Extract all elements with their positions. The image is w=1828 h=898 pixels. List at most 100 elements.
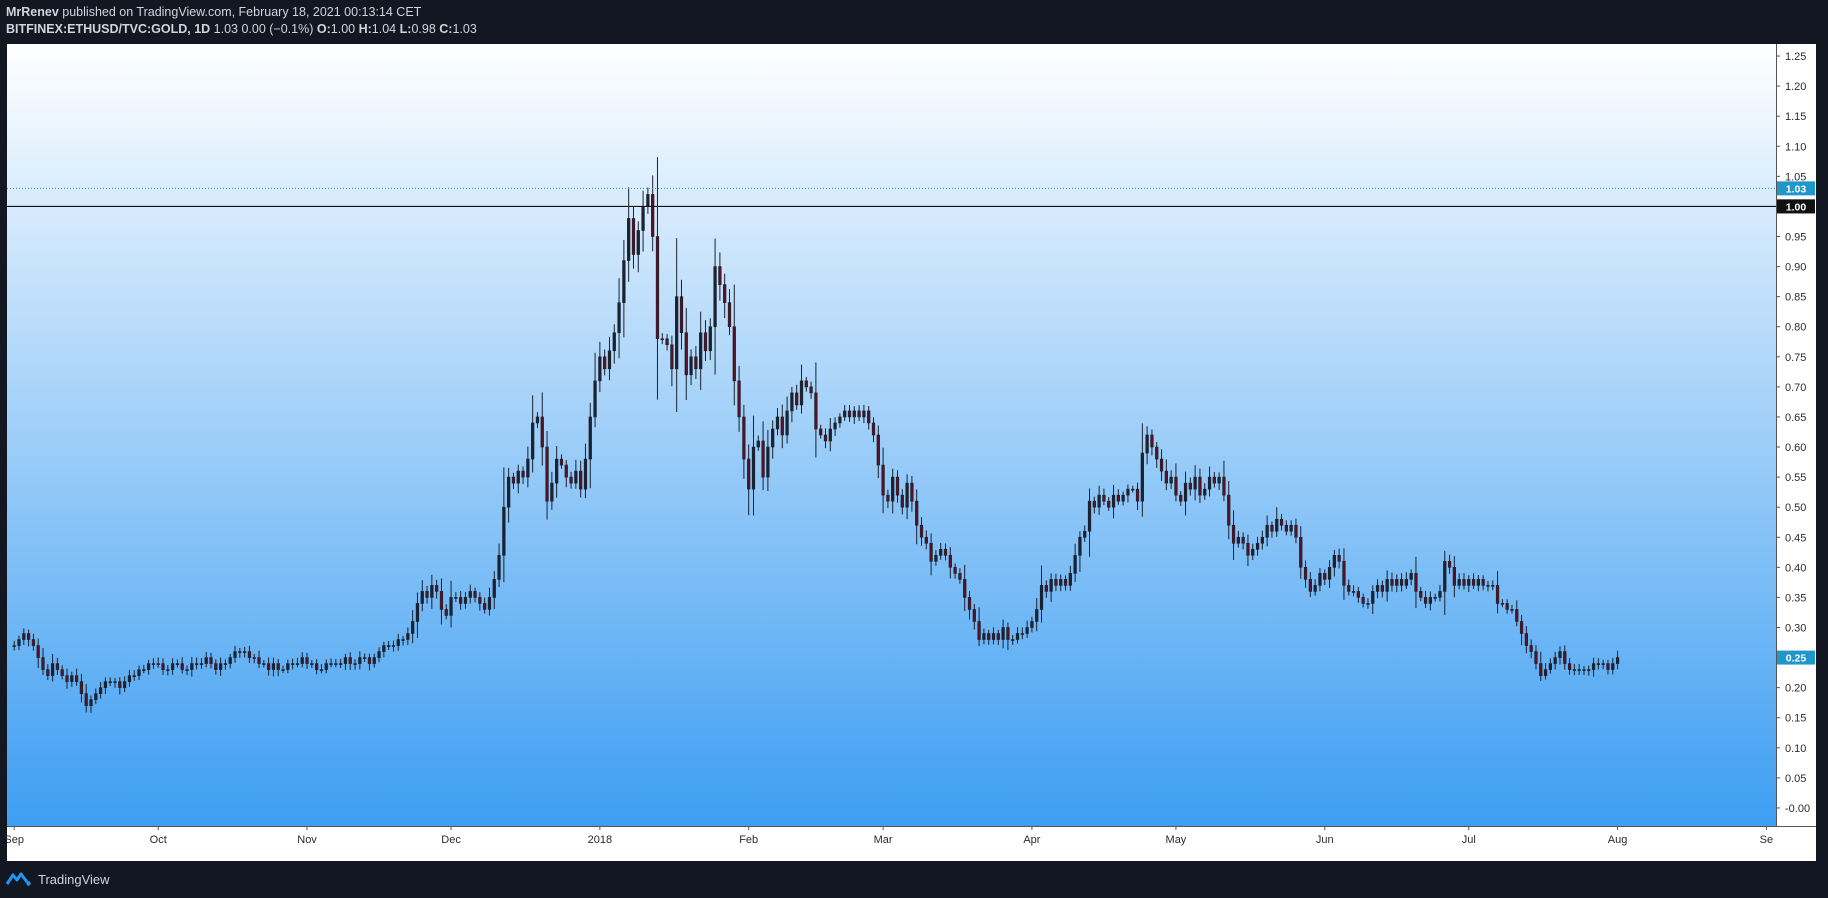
x-tick-label: Jun bbox=[1316, 834, 1334, 846]
time-axis[interactable]: Sep Oct Nov Dec 2018 Feb Mar Apr May Jun Jul Aug Se bbox=[7, 826, 1773, 846]
candle-body bbox=[382, 645, 386, 652]
candle-body bbox=[463, 597, 468, 604]
candle-body bbox=[703, 332, 708, 352]
candle bbox=[814, 362, 818, 458]
candle-body bbox=[142, 669, 146, 671]
candle-body bbox=[1217, 476, 1221, 484]
candle bbox=[1015, 627, 1020, 644]
candle-body bbox=[1203, 488, 1207, 496]
candle bbox=[507, 468, 511, 523]
candle bbox=[924, 530, 928, 550]
candle bbox=[727, 289, 732, 336]
candle-body bbox=[1284, 524, 1288, 532]
candle-body bbox=[1054, 579, 1058, 586]
candle-body bbox=[70, 675, 74, 682]
candle bbox=[775, 408, 780, 436]
candle-body bbox=[790, 392, 794, 412]
candle bbox=[132, 670, 136, 681]
candle bbox=[516, 464, 520, 494]
candle bbox=[243, 646, 247, 658]
candle-body bbox=[1476, 579, 1480, 586]
candle-body bbox=[353, 663, 357, 665]
candle-body bbox=[1116, 494, 1120, 502]
x-tick-label: Dec bbox=[441, 834, 461, 846]
candle-body bbox=[895, 476, 900, 496]
candle bbox=[689, 349, 693, 386]
author-name[interactable]: MrRenev bbox=[6, 5, 59, 19]
current-price-badge-bg bbox=[1777, 181, 1815, 196]
candle-body bbox=[1236, 536, 1240, 544]
candle-body bbox=[348, 657, 352, 664]
candle-body bbox=[1385, 579, 1389, 592]
chart-header: MrRenev published on TradingView.com, Fe… bbox=[6, 4, 477, 38]
candle bbox=[1524, 626, 1528, 654]
candle-body bbox=[780, 416, 784, 436]
candle-body bbox=[689, 356, 693, 376]
candle bbox=[732, 284, 736, 406]
candle bbox=[1193, 465, 1197, 501]
tradingview-brand[interactable]: TradingView bbox=[38, 871, 110, 887]
x-tick-label: Feb bbox=[739, 834, 758, 846]
candle bbox=[823, 428, 828, 449]
candle bbox=[1078, 531, 1082, 572]
candle-body bbox=[1092, 500, 1096, 508]
candle-body bbox=[1313, 585, 1317, 592]
candle bbox=[636, 221, 640, 273]
candle-body bbox=[679, 296, 684, 334]
x-tick-label: Se bbox=[1760, 834, 1773, 846]
candle-body bbox=[214, 663, 218, 670]
candle-body bbox=[665, 338, 669, 346]
candle bbox=[1231, 510, 1236, 560]
candle bbox=[1116, 489, 1120, 505]
tradingview-logo-icon[interactable] bbox=[6, 871, 32, 887]
candle-body bbox=[809, 386, 813, 394]
candle bbox=[977, 607, 981, 647]
candle bbox=[723, 273, 727, 319]
price-axis[interactable]: -0.00 0.05 0.10 0.15 0.20 0.25 0.30 0.35 0.40 0.4… bbox=[1776, 51, 1810, 815]
candle bbox=[1313, 579, 1317, 596]
candle-body bbox=[1323, 573, 1327, 580]
candle-body bbox=[1337, 555, 1341, 562]
candle-body bbox=[1289, 524, 1293, 532]
candlestick-chart[interactable]: -0.00 0.05 0.10 0.15 0.20 0.25 0.30 0.35 0.40 0.4… bbox=[7, 44, 1816, 861]
candle bbox=[103, 677, 108, 695]
candle bbox=[1327, 560, 1332, 588]
x-tick-label: Sep bbox=[7, 834, 24, 846]
candle bbox=[262, 660, 266, 668]
candle-body bbox=[723, 284, 727, 303]
candle bbox=[915, 489, 919, 545]
candle bbox=[881, 447, 885, 514]
candle-body bbox=[358, 657, 362, 664]
candle bbox=[238, 647, 242, 658]
candle bbox=[843, 405, 847, 421]
candle-body bbox=[996, 633, 1000, 640]
candle-body bbox=[876, 434, 880, 466]
chart-area[interactable]: -0.00 0.05 0.10 0.15 0.20 0.25 0.30 0.35 0.40 0.4… bbox=[7, 44, 1816, 861]
candle-body bbox=[886, 494, 890, 502]
candle bbox=[70, 671, 74, 687]
candle bbox=[751, 415, 756, 516]
candle-body bbox=[1246, 542, 1250, 556]
candle bbox=[1471, 573, 1476, 590]
candle bbox=[257, 650, 261, 669]
candle bbox=[1558, 646, 1562, 665]
candle bbox=[1318, 568, 1322, 592]
candle-body bbox=[732, 326, 736, 382]
y-tick-label: 0.20 bbox=[1785, 683, 1806, 695]
candle bbox=[1500, 599, 1504, 608]
candle bbox=[718, 252, 722, 301]
candle bbox=[1443, 550, 1447, 616]
candle bbox=[343, 653, 348, 670]
candle-body bbox=[1179, 494, 1183, 502]
candle bbox=[1227, 481, 1231, 540]
candle-body bbox=[478, 597, 482, 604]
candle-body bbox=[492, 579, 496, 598]
y-tick-label: -0.00 bbox=[1785, 803, 1810, 815]
candle bbox=[761, 421, 765, 491]
last-close-badge-bg bbox=[1777, 650, 1815, 665]
candle bbox=[281, 665, 285, 674]
candle-body bbox=[603, 356, 607, 370]
candle bbox=[876, 425, 880, 479]
candle-body bbox=[751, 446, 756, 490]
candle-body bbox=[919, 524, 924, 538]
